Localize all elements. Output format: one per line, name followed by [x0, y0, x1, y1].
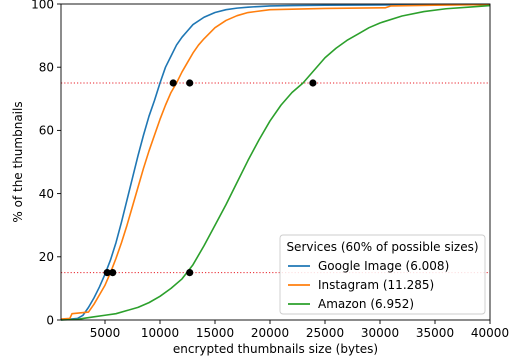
- legend-entry-label: Google Image (6.008): [318, 259, 449, 273]
- marker-point: [169, 79, 177, 87]
- y-tick-label: 0: [46, 313, 54, 327]
- x-tick-label: 25000: [306, 326, 344, 340]
- markers-layer: [103, 79, 317, 277]
- reference-lines-layer: [61, 82, 490, 274]
- x-tick-label: 35000: [416, 326, 454, 340]
- x-tick-label: 20000: [251, 326, 289, 340]
- x-tick-label: 15000: [196, 326, 234, 340]
- marker-point: [309, 79, 317, 87]
- legend-entries: Google Image (6.008) Instagram (11.285) Am…: [288, 259, 449, 311]
- y-tick-label: 40: [39, 187, 54, 201]
- series-line-1: [60, 3, 491, 321]
- x-tick-label: 40000: [471, 326, 509, 340]
- x-axis-label: encrypted thumbnails size (bytes): [173, 342, 378, 356]
- legend-entry-label: Instagram (11.285): [318, 278, 434, 292]
- series-line-3: [60, 4, 491, 321]
- y-tick-label: 100: [31, 0, 54, 11]
- y-tick-label: 60: [39, 124, 54, 138]
- marker-point: [103, 269, 111, 277]
- y-tick-label: 80: [39, 61, 54, 75]
- y-tick-label: 20: [39, 250, 54, 264]
- legend: Services (60% of possible sizes) Google …: [279, 234, 486, 315]
- series-line-2: [60, 3, 491, 320]
- marker-point: [109, 269, 117, 277]
- x-tick-label: 5000: [90, 326, 121, 340]
- marker-point: [186, 79, 194, 87]
- x-tick-label: 30000: [361, 326, 399, 340]
- series-lines-layer: [60, 3, 491, 321]
- legend-title: Services (60% of possible sizes): [286, 240, 478, 254]
- axes-layer: 5000 10000 15000 20000 25000 30000 35000 40000 0…: [31, 0, 509, 340]
- x-tick-label: 10000: [141, 326, 179, 340]
- legend-entry-label: Amazon (6.952): [318, 297, 414, 311]
- y-axis-label: % of the thumbnails: [11, 101, 25, 222]
- plot-frame: [60, 3, 491, 321]
- marker-point: [186, 269, 194, 277]
- legend-box: [279, 234, 486, 315]
